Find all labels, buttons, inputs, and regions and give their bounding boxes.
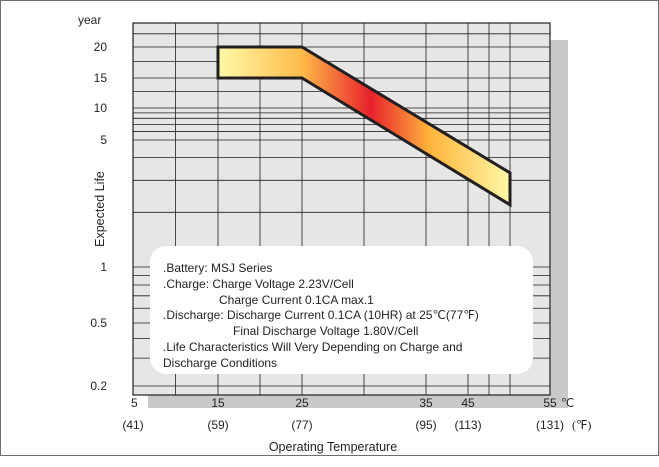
y-tick-label: 5 <box>100 133 107 147</box>
notes-box <box>150 246 533 374</box>
y-tick-label: 15 <box>94 71 108 85</box>
note-battery: .Battery: MSJ Series <box>163 261 272 275</box>
y-tick-label: 10 <box>94 101 108 115</box>
note-charge-current: Charge Current 0.1CA max.1 <box>219 293 374 307</box>
x-tick-labels: 5 (41) 15 (59) 25 (77) 35 (95) 45 (113) 55 (131) <box>122 396 564 432</box>
y-unit-label: year <box>78 13 101 27</box>
note-conditions: Discharge Conditions <box>163 356 277 370</box>
x-tick-label: 35 <box>419 396 433 410</box>
notes: .Battery: MSJ Series .Charge: Charge Vol… <box>163 261 479 370</box>
x-tick-alt-label: (41) <box>122 418 143 432</box>
x-unit-alt-label: (℉) <box>572 418 591 432</box>
x-tick-alt-label: (59) <box>207 418 228 432</box>
x-tick-label: 15 <box>211 396 225 410</box>
life-band <box>216 45 512 208</box>
x-tick-label: 5 <box>131 396 138 410</box>
y-tick-labels: 20 15 10 5 1 0.5 0.2 <box>90 40 107 393</box>
y-tick-label: 0.2 <box>90 379 107 393</box>
x-tick-alt-label: (95) <box>415 418 436 432</box>
y-tick-label: 0.5 <box>90 316 107 330</box>
note-final-voltage: Final Discharge Voltage 1.80V/Cell <box>233 324 418 338</box>
x-axis-title: Operating Temperature <box>269 440 397 454</box>
x-unit-label: ℃ <box>561 396 574 410</box>
x-tick-alt-label: (77) <box>291 418 312 432</box>
x-tick-alt-label: (113) <box>454 418 481 432</box>
life-band-area <box>216 45 512 208</box>
y-axis-title: Expected Life <box>93 171 107 247</box>
y-tick-label: 1 <box>100 260 107 274</box>
x-tick-alt-label: (131) <box>536 418 564 432</box>
note-discharge: .Discharge: Discharge Current 0.1CA (10H… <box>163 308 479 322</box>
note-charge: .Charge: Charge Voltage 2.23V/Cell <box>163 277 354 291</box>
x-tick-label: 45 <box>461 396 475 410</box>
note-life: .Life Characteristics Will Very Dependin… <box>163 340 462 354</box>
y-tick-label: 20 <box>94 40 108 54</box>
x-tick-label: 55 <box>543 396 557 410</box>
x-tick-label: 25 <box>295 396 309 410</box>
